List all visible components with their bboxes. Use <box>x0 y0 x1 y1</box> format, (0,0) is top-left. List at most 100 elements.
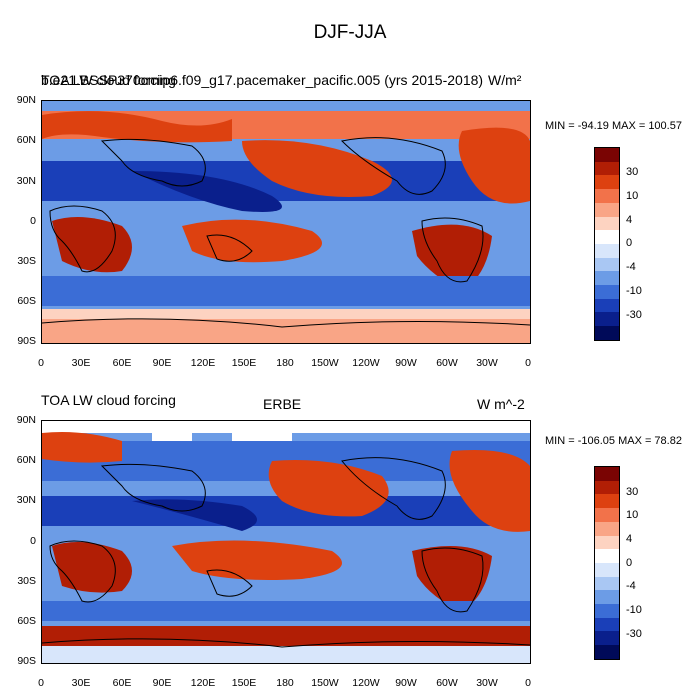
colorbar-swatch <box>595 148 619 162</box>
panel1-units: W/m² <box>488 72 522 88</box>
colorbar-swatch <box>595 590 619 605</box>
panel2-lon-label: 0 <box>38 677 44 689</box>
panel2-lon-label: 120E <box>190 677 216 689</box>
colorbar-swatch <box>595 576 619 591</box>
panel2-north-red <box>42 432 122 463</box>
colorbar-swatch <box>595 521 619 536</box>
panel1-map-canvas <box>42 101 530 343</box>
panel2-colorbar-label: 4 <box>626 533 633 545</box>
panel1-map <box>41 100 531 344</box>
panel2-left-title: TOA LW cloud forcing <box>41 392 176 408</box>
colorbar-swatch <box>595 617 619 632</box>
panel1-npac-red <box>242 140 392 197</box>
panel2-antarctic-red <box>42 626 530 646</box>
panel2-colorbar-label: -30 <box>626 628 642 640</box>
colorbar-swatch <box>595 645 619 659</box>
panel2-lon-label: 120W <box>352 677 380 689</box>
panel2-center-title: ERBE <box>263 396 302 412</box>
colorbar-swatch <box>595 326 619 340</box>
panel2-lat-label: 30S <box>17 575 36 587</box>
panel1-antarctic <box>42 319 530 343</box>
panel2-lat-label: 60N <box>16 454 36 466</box>
panel2-lon-label: 30E <box>71 677 91 689</box>
panel2-lon-label: 180 <box>276 677 294 689</box>
panel1-colorbar-label: 0 <box>626 237 633 249</box>
colorbar-swatch <box>595 312 619 327</box>
panel1-lon-label: 30W <box>476 357 498 369</box>
panel1-lon-label: 0 <box>38 357 44 369</box>
colorbar-swatch <box>595 285 619 299</box>
panel2-colorbar-label: 0 <box>626 557 633 569</box>
panel2-africa-red <box>52 542 132 593</box>
panel1-lon-label: 120W <box>352 357 380 369</box>
panel1-north-red <box>42 111 232 143</box>
panel1-colorbar-swatches <box>595 148 619 340</box>
panel1-lon-label: 150W <box>311 357 339 369</box>
panel2-lon-label: 90W <box>395 677 417 689</box>
panel1-case-title: b.e21.BSSP370cmip6.f09_g17.pacemaker_pac… <box>41 72 484 88</box>
panel1-lon-label: 30E <box>71 357 91 369</box>
colorbar-swatch <box>595 243 619 258</box>
panel2-colorbar-label: -10 <box>626 604 642 616</box>
panel2-lat-label: 90S <box>17 655 36 667</box>
panel2-lat-label: 90N <box>16 414 36 426</box>
colorbar-swatch <box>595 549 619 563</box>
panel2-map <box>41 420 531 664</box>
colorbar-swatch <box>595 562 619 577</box>
panel1-lon-label: 60E <box>112 357 132 369</box>
panel1-lat-label: 60S <box>17 295 36 307</box>
panel2-samerica-red <box>412 546 492 611</box>
panel1-colorbar <box>594 147 620 341</box>
colorbar-swatch <box>595 161 619 176</box>
colorbar-swatch <box>595 508 619 522</box>
panel1-samerica-red <box>412 224 492 291</box>
panel2-missing-top <box>42 421 530 433</box>
panel1-colorbar-label: 4 <box>626 214 633 226</box>
panel2-missing-patch <box>152 433 192 441</box>
panel1-lat-label: 60N <box>16 134 36 146</box>
panel1-lon-label: 0 <box>525 357 531 369</box>
panel2-lon-label: 150E <box>231 677 257 689</box>
panel1-coastlines <box>42 137 530 328</box>
colorbar-swatch <box>595 271 619 286</box>
panel1-nh-darkblue <box>132 171 282 212</box>
panel2-colorbar <box>594 466 620 660</box>
panel2-antarctic-light <box>42 646 530 663</box>
colorbar-swatch <box>595 175 619 190</box>
panel2-coastlines <box>42 457 530 648</box>
panel1-lon-label: 90E <box>152 357 172 369</box>
panel1-africa-red <box>52 217 132 273</box>
colorbar-swatch <box>595 189 619 203</box>
colorbar-swatch <box>595 631 619 646</box>
panel2-colorbar-label: 10 <box>626 509 639 521</box>
panel1-colorbar-label: -10 <box>626 285 642 297</box>
panel2-sh-blue <box>42 601 530 621</box>
panel2-colorbar-swatches <box>595 467 619 659</box>
panel1-lat-label: 90N <box>16 94 36 106</box>
panel1-lon-label: 180 <box>276 357 294 369</box>
panel2-colorbar-label: 30 <box>626 486 639 498</box>
panel2-lon-label: 0 <box>525 677 531 689</box>
panel1-lon-label: 60W <box>436 357 458 369</box>
colorbar-swatch <box>595 202 619 217</box>
panel1-lat-label: 30S <box>17 255 36 267</box>
colorbar-swatch <box>595 467 619 481</box>
panel1-colorbar-label: -4 <box>626 261 636 273</box>
panel2-nh-darkblue <box>132 499 257 531</box>
colorbar-swatch <box>595 230 619 244</box>
panel2-lon-label: 60E <box>112 677 132 689</box>
panel2-lon-label: 150W <box>311 677 339 689</box>
colorbar-swatch <box>595 257 619 272</box>
panel2-minmax: MIN = -106.05 MAX = 78.82 <box>545 435 682 447</box>
panel1-lon-label: 120E <box>190 357 216 369</box>
panel1-lat-label: 0 <box>30 215 36 227</box>
panel1-sh-blue <box>42 276 530 306</box>
figure-title: DJF-JJA <box>313 22 387 43</box>
panel1-lon-label: 150E <box>231 357 257 369</box>
panel2-lat-label: 60S <box>17 615 36 627</box>
panel2-lat-label: 30N <box>16 494 36 506</box>
panel1-natl-red <box>458 127 530 204</box>
panel1-lat-label: 90S <box>17 335 36 347</box>
panel2-map-canvas <box>42 421 530 663</box>
colorbar-swatch <box>595 494 619 509</box>
